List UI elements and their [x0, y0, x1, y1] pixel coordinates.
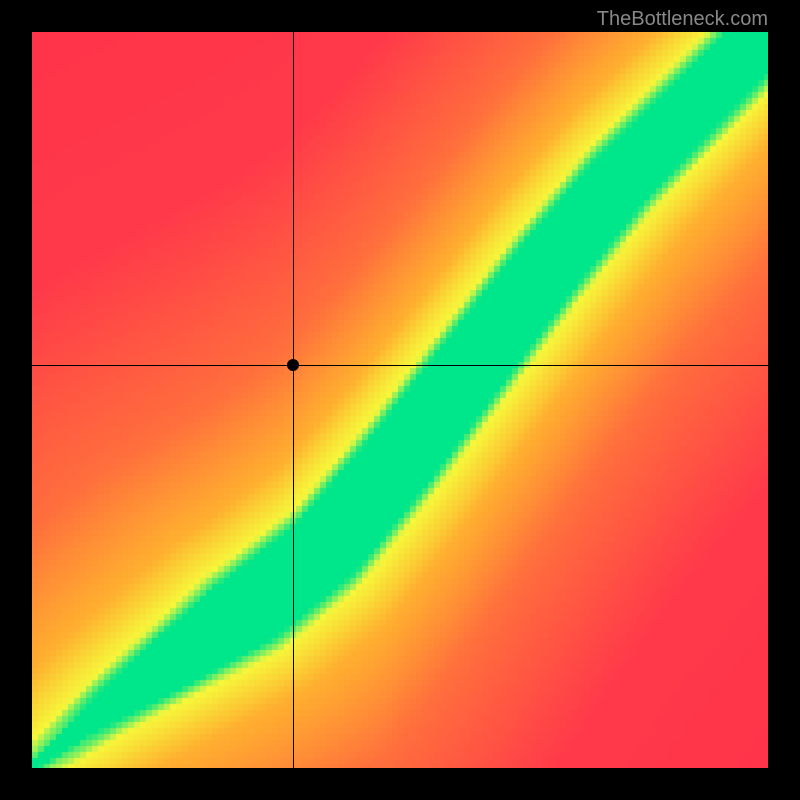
crosshair-vertical — [293, 32, 294, 768]
watermark-text: TheBottleneck.com — [597, 8, 768, 31]
crosshair-horizontal — [32, 365, 768, 366]
bottleneck-heatmap — [32, 32, 768, 768]
selection-marker — [287, 359, 299, 371]
chart-container: TheBottleneck.com — [0, 0, 800, 800]
